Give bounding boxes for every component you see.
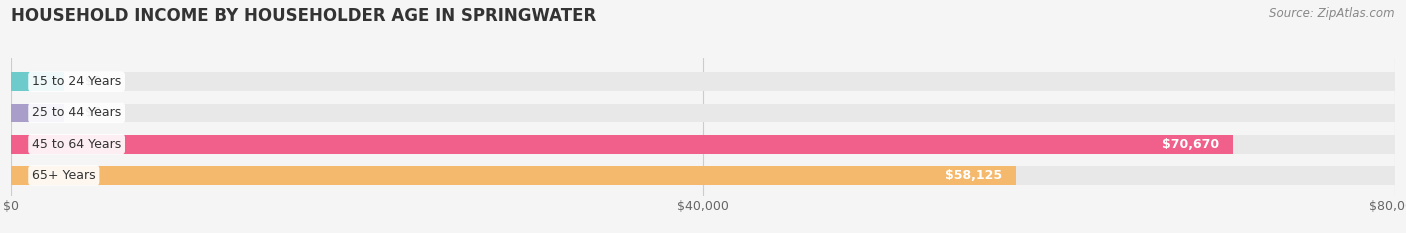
- Bar: [11, 135, 1395, 154]
- Bar: [11, 166, 1017, 185]
- Bar: [11, 135, 1233, 154]
- Text: 15 to 24 Years: 15 to 24 Years: [32, 75, 121, 88]
- Text: 45 to 64 Years: 45 to 64 Years: [32, 138, 121, 151]
- Text: $70,670: $70,670: [1163, 138, 1219, 151]
- Text: HOUSEHOLD INCOME BY HOUSEHOLDER AGE IN SPRINGWATER: HOUSEHOLD INCOME BY HOUSEHOLDER AGE IN S…: [11, 7, 596, 25]
- Bar: [11, 72, 1395, 91]
- Text: 25 to 44 Years: 25 to 44 Years: [32, 106, 121, 120]
- Text: $0: $0: [84, 106, 101, 120]
- Text: $0: $0: [84, 75, 101, 88]
- Bar: [11, 166, 1395, 185]
- Text: 65+ Years: 65+ Years: [32, 169, 96, 182]
- Bar: [11, 72, 63, 91]
- Text: $58,125: $58,125: [945, 169, 1002, 182]
- Bar: [11, 103, 1395, 122]
- Text: Source: ZipAtlas.com: Source: ZipAtlas.com: [1270, 7, 1395, 20]
- Bar: [11, 103, 63, 122]
